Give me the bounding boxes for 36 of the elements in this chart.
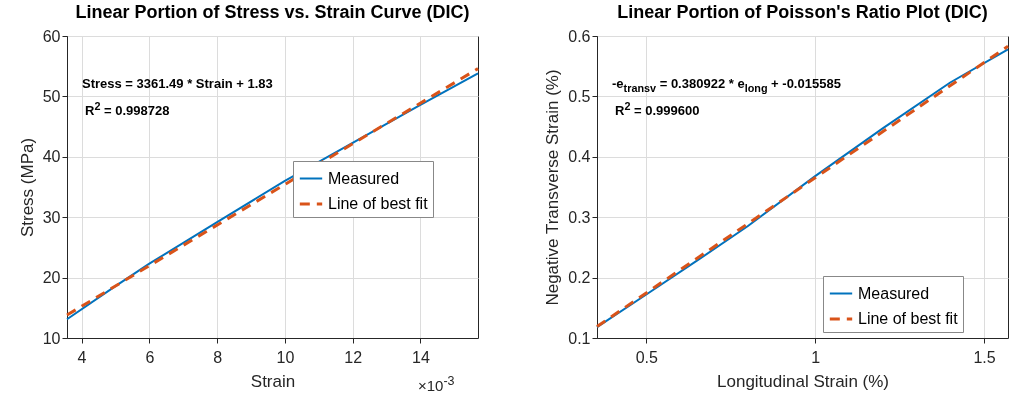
y-tick-label: 0.1: [568, 329, 591, 347]
legend-label: Measured: [858, 284, 930, 302]
x-tick-label: 1: [811, 348, 821, 366]
annotation: R$^{2}$ = 0.998728: [85, 100, 170, 119]
y-axis-title: Stress (MPa): [17, 137, 37, 238]
annotation: R$^{2}$ = 0.999600: [615, 100, 700, 119]
y-tick-label: 0.6: [568, 27, 591, 45]
annotation: -e$_{transv}$ = 0.380922 * e$_{long}$ + -0.015585: [612, 76, 841, 94]
y-tick-label: 0.4: [568, 148, 591, 166]
y-axis-title: Negative Transverse Strain (%): [543, 69, 563, 306]
annotation: Stress = 3361.49 * Strain + 1.83: [82, 76, 273, 91]
y-tick-label: 30: [42, 208, 61, 226]
x-tick-label: 12: [344, 348, 363, 366]
y-tick-label: 50: [42, 87, 61, 105]
y-tick-label: 0.2: [568, 269, 591, 287]
y-tick-label: 20: [42, 269, 61, 287]
x-tick-label: 10: [276, 348, 295, 366]
x-tick-label: 14: [412, 348, 430, 366]
x-tick-label: 4: [77, 348, 87, 366]
x-tick-label: 0.5: [635, 348, 659, 366]
chart-title: Linear Portion of Stress vs. Strain Curve (DIC): [75, 2, 470, 22]
y-tick-label: 10: [42, 329, 61, 347]
legend-label: Line of best fit: [328, 195, 429, 212]
y-tick-label: 0.5: [568, 87, 591, 105]
chart-title: Linear Portion of Poisson's Ratio Plot (DIC): [617, 2, 988, 22]
x-tick-label: 1.5: [973, 348, 996, 366]
x-axis-title: Longitudinal Strain (%): [717, 371, 889, 391]
y-tick-label: 0.3: [568, 208, 591, 226]
legend-label: Measured: [328, 169, 400, 187]
legend-label: Line of best fit: [858, 310, 959, 327]
text: ×10$^{-3}$: [418, 374, 455, 394]
x-tick-label: 8: [213, 348, 223, 366]
x-tick-label: 6: [145, 348, 155, 366]
x-axis-title: Strain: [250, 371, 296, 391]
y-tick-label: 40: [42, 148, 61, 166]
y-tick-label: 60: [42, 27, 61, 45]
